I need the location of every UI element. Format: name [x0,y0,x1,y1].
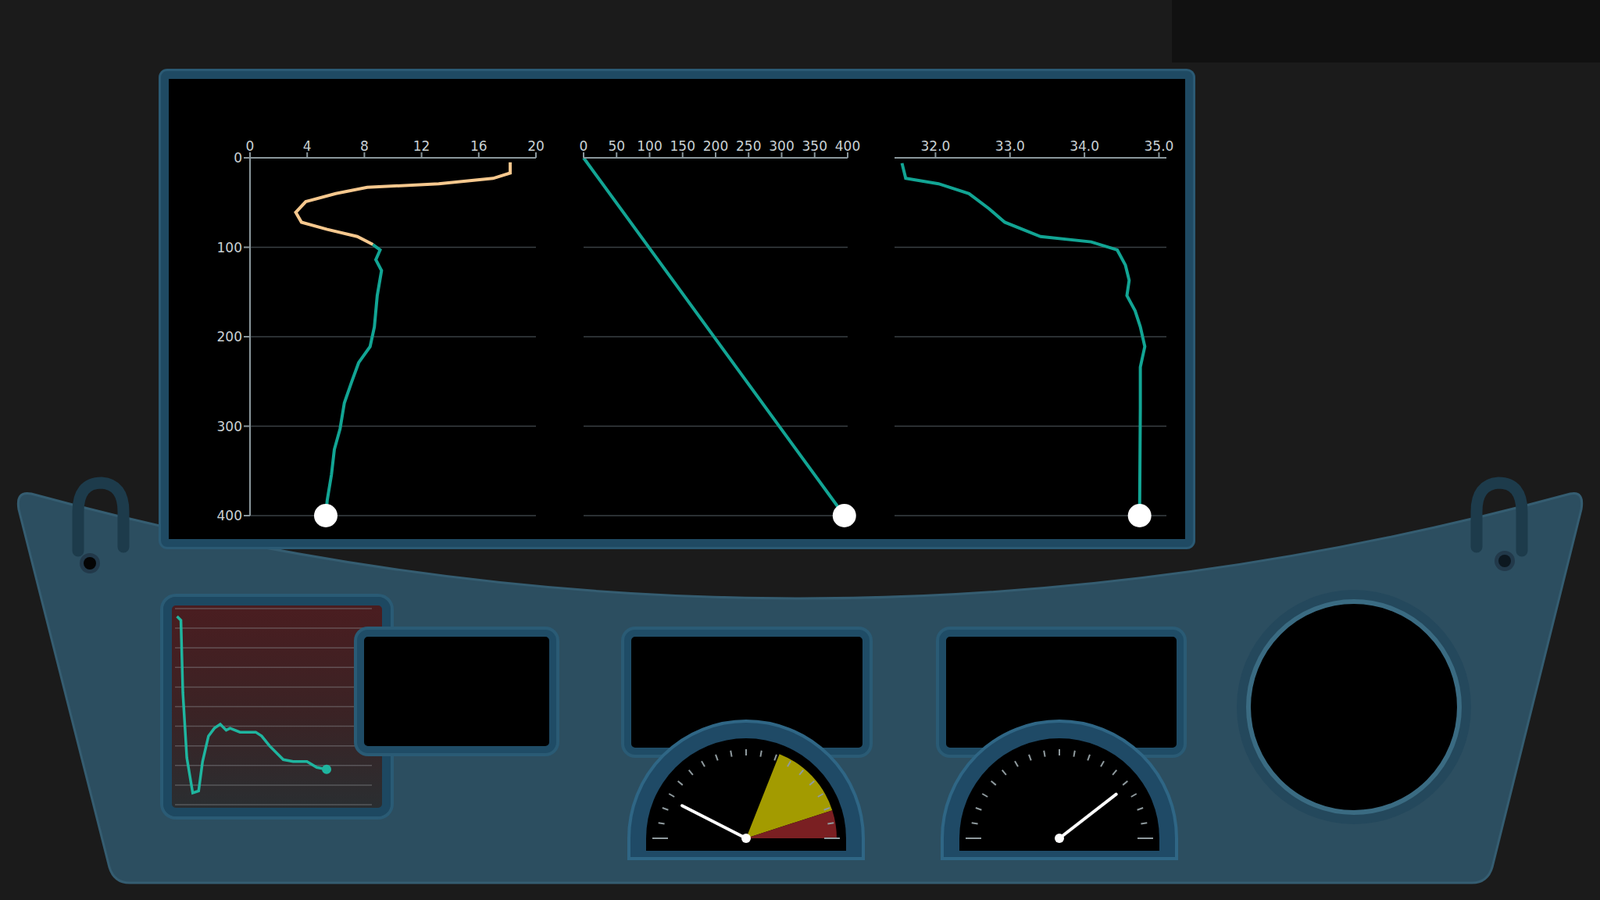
svg-text:250: 250 [735,138,761,154]
svg-text:400: 400 [835,138,861,154]
svg-text:33.0: 33.0 [995,138,1025,154]
svg-text:8: 8 [360,138,369,154]
svg-text:16: 16 [470,138,488,154]
svg-text:150: 150 [670,138,696,154]
svg-text:300: 300 [768,138,794,154]
svg-text:350: 350 [802,138,828,154]
svg-text:100: 100 [636,138,662,154]
svg-text:300: 300 [217,418,243,435]
svg-text:35.0: 35.0 [1144,138,1175,154]
svg-text:100: 100 [217,239,243,256]
svg-text:200: 200 [703,138,729,154]
svg-text:400: 400 [217,507,243,524]
svg-text:32.0: 32.0 [921,138,951,154]
svg-text:12: 12 [413,138,431,154]
svg-text:34.0: 34.0 [1069,138,1100,154]
svg-text:4: 4 [303,138,312,154]
svg-text:0: 0 [246,138,255,154]
svg-text:0: 0 [233,150,243,166]
svg-text:0: 0 [579,138,589,154]
svg-text:20: 20 [527,138,545,154]
svg-text:50: 50 [607,138,625,154]
svg-text:200: 200 [217,328,243,345]
